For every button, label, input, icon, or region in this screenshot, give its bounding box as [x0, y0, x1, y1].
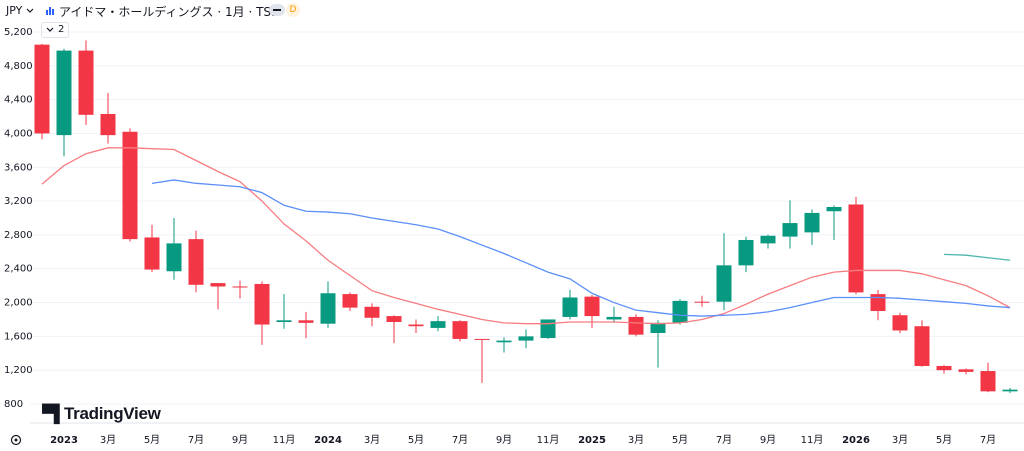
x-tick-label: 7月	[716, 434, 732, 446]
candle-body	[166, 243, 182, 272]
candle-body	[1002, 389, 1018, 392]
candle-body	[980, 371, 996, 392]
x-tick-label: 7月	[980, 434, 996, 446]
y-tick-label: 1,600	[4, 331, 33, 342]
indicator-caret	[46, 27, 54, 32]
x-tick-label: 5月	[672, 434, 688, 446]
x-tick-label: 11月	[537, 434, 560, 446]
x-tick-label: 7月	[452, 434, 468, 446]
x-tick-label: 5月	[936, 434, 952, 446]
candle-body	[276, 320, 292, 323]
candle-body	[56, 50, 72, 136]
candle-body	[430, 321, 446, 328]
y-tick-label: 2,800	[4, 230, 33, 241]
x-tick-label: 11月	[801, 434, 824, 446]
candle-body	[342, 294, 358, 308]
interval-badge[interactable]: D	[286, 3, 300, 17]
candle-body	[298, 320, 314, 323]
candle-body	[694, 301, 710, 303]
candle-body	[408, 324, 424, 327]
y-tick-label: 3,600	[4, 162, 33, 173]
y-tick-label: 4,000	[4, 128, 33, 139]
candle-body	[518, 336, 534, 341]
candle-body	[496, 340, 512, 343]
candle-body	[386, 316, 402, 323]
x-tick-label: 3月	[628, 434, 644, 446]
candle-body	[716, 265, 732, 302]
y-tick-label: 2,400	[4, 264, 33, 275]
x-tick-label: 11月	[273, 434, 296, 446]
chart-type-icon[interactable]	[45, 4, 55, 16]
candle-body	[936, 365, 952, 371]
candle-body	[848, 204, 864, 293]
x-tick-label: 5月	[144, 434, 160, 446]
candle-body	[760, 235, 776, 244]
y-tick-label: 3,200	[4, 196, 33, 207]
candle-body	[78, 50, 94, 115]
x-tick-label: 2023	[50, 435, 78, 446]
candle-body	[144, 237, 160, 270]
candle-body	[34, 44, 50, 134]
watermark: ▀▌TradingView	[42, 404, 161, 423]
symbol-title[interactable]: アイドマ・ホールディングス · 1月 · TSE	[59, 5, 279, 19]
indicator-toggle[interactable]: 2	[41, 22, 70, 38]
x-tick-label: 2024	[314, 435, 342, 446]
candle-body	[804, 212, 820, 233]
x-tick-label: 3月	[364, 434, 380, 446]
candle-body	[826, 207, 842, 212]
x-tick-label: 9月	[232, 434, 248, 446]
candle-body	[738, 239, 754, 266]
settings-icon[interactable]	[10, 434, 22, 446]
status-pill	[269, 4, 285, 16]
candle-body	[232, 286, 248, 288]
x-tick-label: 3月	[100, 434, 116, 446]
candle-body	[100, 113, 116, 136]
y-tick-label: 2,000	[4, 298, 33, 309]
candle-body	[122, 131, 138, 240]
candle-body	[540, 319, 556, 339]
x-tick-label: 5月	[408, 434, 424, 446]
x-tick-label: 9月	[496, 434, 512, 446]
candle-body	[672, 300, 688, 323]
candle-body	[870, 294, 886, 312]
candle-body	[364, 306, 380, 318]
candle-body	[650, 322, 666, 333]
y-tick-label: 4,800	[4, 61, 33, 72]
candle-body	[892, 315, 908, 331]
candle-body	[958, 369, 974, 372]
currency[interactable]: JPY	[6, 4, 23, 17]
y-tick-label: 800	[4, 399, 23, 410]
y-tick-label: 5,200	[4, 27, 33, 38]
candle-body	[914, 326, 930, 366]
x-tick-label: 2025	[578, 435, 606, 446]
y-tick-label: 1,200	[4, 365, 33, 376]
moving-average-line	[41, 147, 1011, 325]
x-tick-label: 7月	[188, 434, 204, 446]
candle-body	[254, 283, 270, 325]
moving-average-line	[943, 253, 1011, 261]
candle-body	[320, 293, 336, 324]
x-tick-label: 2026	[842, 435, 870, 446]
dropdown-caret[interactable]	[25, 6, 35, 16]
moving-average-line	[151, 179, 1011, 317]
candle-body	[562, 297, 578, 317]
y-tick-label: 4,400	[4, 95, 33, 106]
candle-body	[188, 239, 204, 285]
candle-body	[628, 316, 644, 335]
candle-body	[782, 223, 798, 237]
candle-body	[606, 316, 622, 320]
x-tick-label: 3月	[892, 434, 908, 446]
grid	[30, 31, 1024, 405]
watermark-text: TradingView	[64, 404, 161, 423]
x-tick-label: 9月	[760, 434, 776, 446]
candle-body	[474, 338, 490, 340]
candle-body	[584, 296, 600, 317]
candle-body	[210, 283, 226, 287]
candle-body	[452, 321, 468, 339]
settings-icon-dot	[14, 438, 18, 442]
